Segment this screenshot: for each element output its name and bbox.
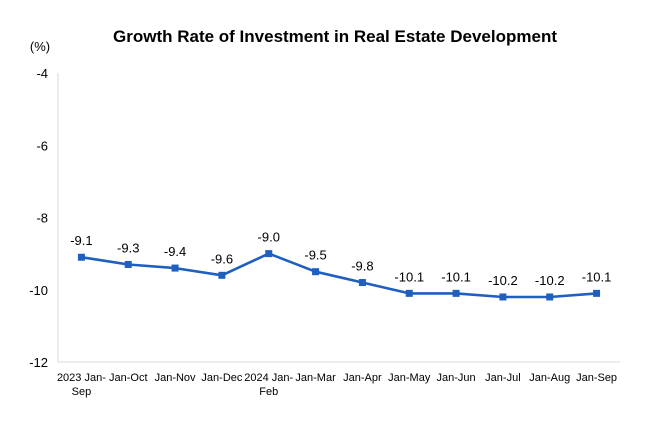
data-label: -9.4	[164, 244, 186, 259]
chart-title: Growth Rate of Investment in Real Estate…	[113, 27, 557, 46]
x-tick-labels: 2023 Jan- Sep Jan-Oct Jan-Nov Jan-Dec 2024 Ja…	[57, 372, 617, 398]
x-tick-label-line: Jan-Apr	[343, 372, 382, 384]
data-label: -9.6	[211, 251, 233, 266]
data-point-marker	[171, 264, 179, 272]
y-tick-label: -8	[36, 211, 48, 226]
data-label: -10.2	[535, 273, 565, 288]
x-tick-label-line: Jan-Nov	[155, 372, 196, 384]
data-label: -10.2	[488, 273, 518, 288]
x-tick-label-line: Jan-May	[388, 372, 431, 384]
y-unit-label: (%)	[30, 39, 50, 54]
y-tick-label: -10	[29, 283, 48, 298]
x-tick-label-line: Jan-Jul	[485, 372, 520, 384]
data-label: -9.8	[351, 259, 373, 274]
data-point-marker	[265, 250, 273, 258]
x-tick-label-line: 2023 Jan-	[57, 372, 106, 384]
x-tick-label-line: Jan-Oct	[109, 372, 148, 384]
y-tick-label: -4	[36, 66, 48, 81]
x-tick-label-line: Sep	[72, 386, 92, 398]
x-tick-label: Jan-Nov	[155, 372, 196, 384]
data-point-marker	[358, 279, 366, 287]
data-point-marker	[312, 268, 320, 276]
series-line	[81, 252, 597, 299]
x-tick-label: Jan-Oct	[109, 372, 148, 384]
x-tick-label-line: Jan-Aug	[529, 372, 570, 384]
data-point-marker	[124, 260, 132, 268]
x-tick-label-line: Jan-Jun	[437, 372, 476, 384]
series-group	[77, 250, 601, 301]
data-label: -9.5	[304, 248, 326, 263]
data-point-marker	[452, 289, 460, 297]
data-point-marker	[218, 271, 226, 279]
x-tick-label-line: Jan-Sep	[576, 372, 617, 384]
data-label: -9.3	[117, 240, 139, 255]
data-label: -10.1	[394, 269, 424, 284]
data-label: -10.1	[441, 269, 471, 284]
x-tick-label: Jan-Jul	[485, 372, 520, 384]
y-tick-label: -12	[29, 355, 48, 370]
y-tick-labels: -4 -6 -8 -10 -12	[29, 66, 48, 370]
x-tick-label: Jan-May	[388, 372, 431, 384]
x-tick-label: Jan-Sep	[576, 372, 617, 384]
x-tick-label: 2024 Jan- Feb	[244, 372, 293, 398]
x-tick-label: Jan-Aug	[529, 372, 570, 384]
x-tick-label: Jan-Apr	[343, 372, 382, 384]
x-tick-label: 2023 Jan- Sep	[57, 372, 106, 398]
data-point-marker	[593, 289, 601, 297]
x-tick-label-line: Jan-Mar	[295, 372, 336, 384]
x-tick-label: Jan-Jun	[437, 372, 476, 384]
data-point-marker	[499, 293, 507, 301]
data-point-marker	[77, 253, 85, 261]
y-tick-label: -6	[36, 138, 48, 153]
data-label: -9.0	[258, 230, 280, 245]
x-tick-label: Jan-Dec	[201, 372, 242, 384]
data-point-marker	[405, 289, 413, 297]
data-label: -10.1	[582, 269, 612, 284]
data-label: -9.1	[70, 233, 92, 248]
x-tick-label-line: Jan-Dec	[201, 372, 242, 384]
x-tick-label-line: 2024 Jan-	[244, 372, 293, 384]
data-labels: -9.1 -9.3 -9.4 -9.6 -9.0 -9.5 -9.8 -10.1 -10.1 -1…	[70, 230, 611, 288]
x-tick-label-line: Feb	[259, 386, 278, 398]
data-point-marker	[546, 293, 554, 301]
x-tick-label: Jan-Mar	[295, 372, 336, 384]
